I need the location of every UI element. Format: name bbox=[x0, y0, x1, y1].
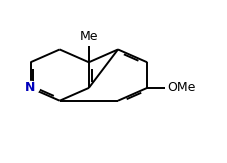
Text: N: N bbox=[25, 81, 36, 94]
Text: Me: Me bbox=[80, 30, 98, 43]
Text: OMe: OMe bbox=[167, 81, 196, 94]
Circle shape bbox=[22, 82, 39, 94]
